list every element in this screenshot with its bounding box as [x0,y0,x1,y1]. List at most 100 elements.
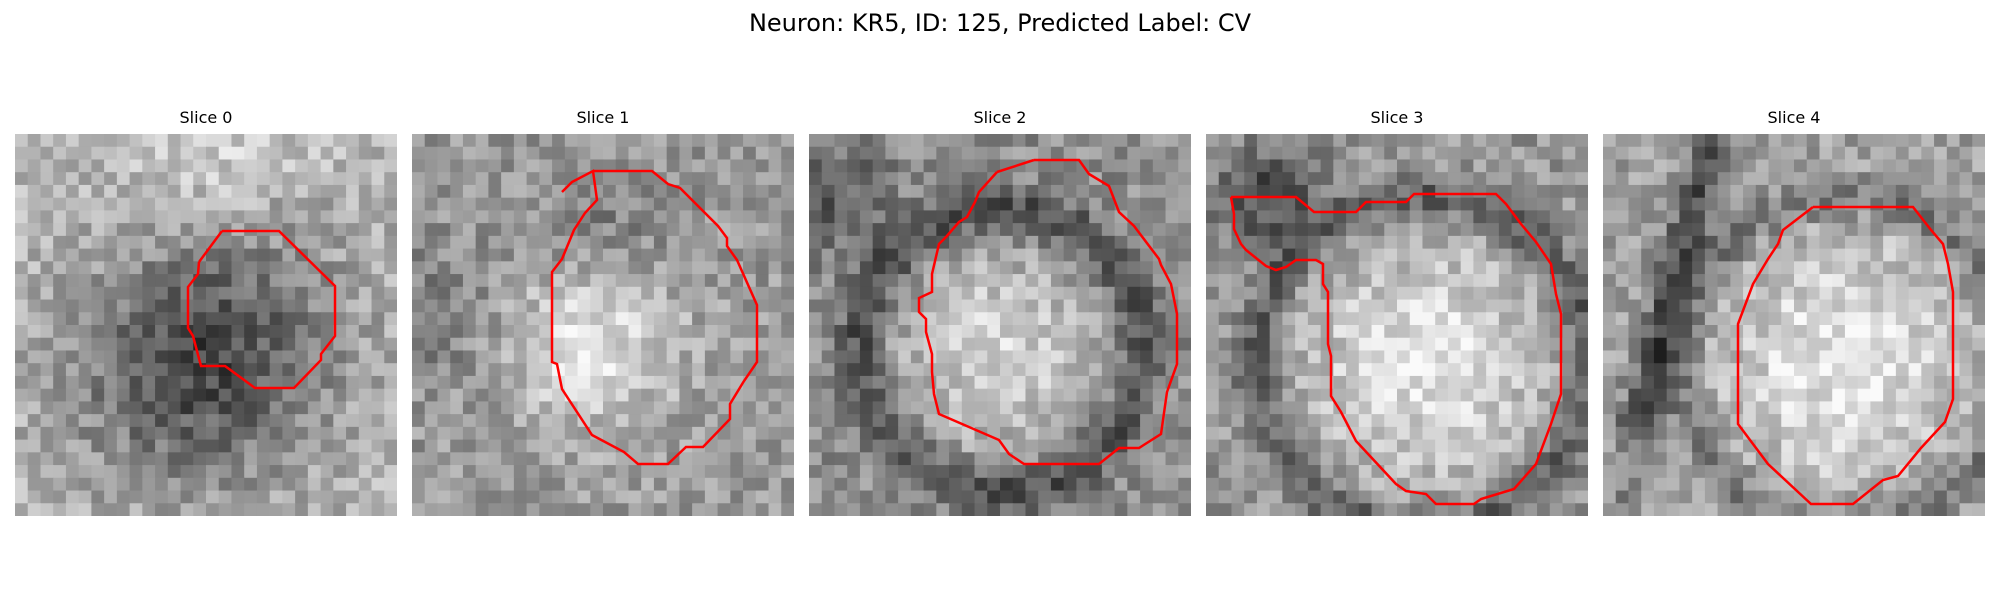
pixel [412,363,426,377]
pixel [936,248,950,262]
pixel [462,223,477,237]
pixel [1641,477,1655,492]
pixel [231,197,245,211]
pixel [116,337,131,352]
pixel [1895,248,1910,262]
pixel [1511,248,1525,262]
pixel [1206,274,1220,288]
pixel [1794,465,1808,479]
pixel [1422,388,1436,402]
pixel [552,312,566,326]
pixel [755,274,770,288]
pixel [1000,223,1014,237]
pixel [1165,134,1179,148]
pixel [961,286,976,301]
pixel [653,325,668,339]
pixel [1050,350,1065,364]
pixel [1781,452,1795,466]
pixel [834,146,848,161]
pixel [910,490,925,504]
pixel [1295,452,1309,466]
pixel [1921,172,1935,186]
pixel [1743,401,1757,415]
pixel [1012,426,1027,441]
pixel [371,465,385,479]
pixel [167,477,182,492]
pixel [974,223,988,237]
pixel [346,184,360,199]
pixel [1781,223,1795,237]
pixel [1346,401,1360,415]
pixel [1781,197,1795,211]
pixel [1628,210,1642,224]
pixel [320,363,334,377]
pixel [256,134,271,148]
pixel [1307,375,1322,390]
pixel [206,210,220,224]
pixel [1333,337,1347,352]
pixel [384,503,397,516]
pixel [821,134,836,148]
pixel [526,375,540,390]
pixel [1704,503,1719,516]
pixel [1295,197,1309,211]
pixel [1447,388,1462,402]
pixel [1346,363,1360,377]
pixel [437,363,451,377]
pixel [1244,452,1258,466]
pixel [424,325,439,339]
pixel [450,261,464,275]
pixel [1358,325,1373,339]
pixel [142,503,156,516]
pixel [1256,401,1271,415]
pixel [412,325,426,339]
pixel [1447,426,1462,441]
pixel [167,146,182,161]
pixel [885,490,899,504]
pixel [704,197,719,211]
pixel [282,477,296,492]
pixel [859,223,874,237]
pixel [679,210,693,224]
pixel [167,299,182,313]
pixel [513,286,528,301]
pixel [641,465,655,479]
pixel [1038,223,1052,237]
pixel [27,286,42,301]
pixel [1127,184,1141,199]
pixel [1371,325,1385,339]
pixel [974,286,988,301]
pixel [244,210,258,224]
pixel [501,134,515,148]
pixel [1320,477,1334,492]
pixel [834,337,848,352]
pixel [1870,134,1884,148]
pixel [1050,274,1065,288]
pixel [1959,299,1973,313]
pixel [269,235,283,250]
pixel [872,414,886,428]
pixel [1717,337,1731,352]
pixel [821,223,836,237]
pixel [1717,261,1731,275]
pixel [603,159,617,173]
pixel [1653,274,1668,288]
pixel [358,197,373,211]
pixel [679,235,693,250]
pixel [809,452,823,466]
pixel [1498,235,1513,250]
pixel [1870,184,1884,199]
pixel [1231,146,1245,161]
pixel [1384,146,1398,161]
pixel [1384,274,1398,288]
pixel [1883,223,1897,237]
pixel [1921,248,1935,262]
pixel [987,235,1001,250]
pixel [1307,465,1322,479]
pixel [526,235,540,250]
pixel [539,299,553,313]
pixel [1934,388,1948,402]
pixel [910,134,925,148]
pixel [1206,452,1220,466]
pixel [1653,134,1668,148]
